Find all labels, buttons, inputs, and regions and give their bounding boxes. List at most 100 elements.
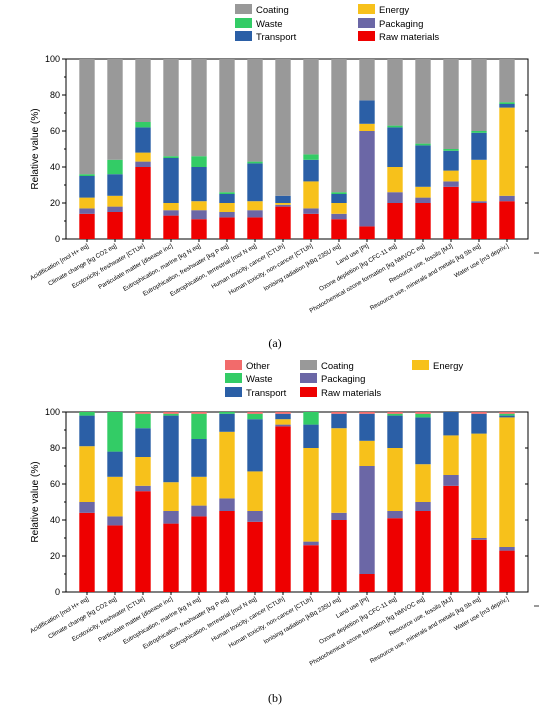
bar-segment-transport — [359, 100, 375, 124]
bar-segment-transport — [191, 167, 207, 202]
bar-segment-waste — [471, 131, 487, 133]
bar-segment-waste — [191, 156, 207, 167]
bar-segment-raw-materials — [443, 485, 459, 592]
bar-segment-transport — [331, 194, 347, 203]
bar-segment-waste — [303, 412, 319, 425]
bar-segment-transport — [135, 127, 151, 153]
bar-segment-transport — [499, 104, 515, 108]
bar-segment-packaging — [79, 502, 95, 513]
bar-segment-energy — [471, 159, 487, 202]
bar-segment-packaging — [79, 208, 95, 214]
bar-segment-other — [499, 412, 515, 414]
bar-segment-energy — [219, 431, 235, 499]
stacked-bar-chart-b: Other Coating Energy Waste Packaging Transpor… — [29, 360, 539, 705]
bar-segment-energy — [499, 417, 515, 547]
bar-segment-transport — [415, 145, 431, 187]
bar-segment-energy — [135, 457, 151, 486]
legend-swatch-energy — [412, 360, 429, 370]
bar-segment-coating — [471, 59, 487, 131]
bar-segment-transport — [191, 439, 207, 477]
bar-segment-raw-materials — [107, 212, 123, 239]
bar-segment-transport — [303, 159, 319, 182]
bar-segment-other — [275, 412, 291, 414]
bar-segment-other — [191, 412, 207, 414]
bar-segment-raw-materials — [79, 512, 95, 592]
bar-segment-coating — [303, 59, 319, 155]
y-tick-label: 20 — [50, 198, 60, 208]
bar-segment-coating — [359, 59, 375, 101]
bar-segment-waste — [387, 413, 403, 416]
bar-segment-transport — [163, 415, 179, 483]
bar-segment-energy — [415, 186, 431, 198]
bar-segment-energy — [247, 471, 263, 511]
bar-segment-packaging — [443, 181, 459, 187]
bar-segment-packaging — [247, 511, 263, 522]
bar-segment-raw-materials — [415, 511, 431, 592]
bar-segment-coating — [275, 59, 291, 196]
bar-segment-coating — [499, 59, 515, 103]
bar-segment-energy — [247, 201, 263, 211]
bar-segment-packaging — [359, 131, 375, 227]
bar-segment-packaging — [415, 197, 431, 203]
bar-segment-raw-materials — [331, 219, 347, 239]
bar-segment-raw-materials — [247, 217, 263, 239]
y-tick-label: 20 — [50, 551, 60, 561]
bar-segment-waste — [387, 125, 403, 128]
bar-segment-raw-materials — [387, 203, 403, 239]
bar-segment-other — [163, 412, 179, 414]
bar-segment-raw-materials — [275, 206, 291, 239]
legend-swatch-packaging — [358, 18, 375, 28]
legend-swatch-packaging — [300, 373, 317, 383]
legend-swatch-transport — [235, 31, 252, 41]
legend-swatch-raw-materials — [358, 31, 375, 41]
y-axis-title: Relative value (%) — [30, 461, 41, 542]
bar-segment-other — [471, 412, 487, 414]
bar-segment-waste — [163, 413, 179, 416]
bar-segment-energy — [471, 433, 487, 538]
y-tick-label: 100 — [45, 407, 60, 417]
bar-segment-coating — [79, 59, 95, 175]
bar-segment-packaging — [135, 161, 151, 167]
bar-segment-raw-materials — [135, 167, 151, 239]
bar-segment-raw-materials — [191, 219, 207, 239]
bar-segment-transport — [79, 415, 95, 447]
bar-segment-waste — [219, 192, 235, 194]
legend-label-other: Other — [246, 361, 270, 372]
bar-segment-waste — [163, 156, 179, 158]
legend-label-packaging: Packaging — [379, 19, 423, 30]
legend-swatch-other — [225, 360, 242, 370]
bar-segment-other — [415, 412, 431, 414]
bar-segment-transport — [443, 150, 459, 171]
bar-segment-waste — [331, 192, 347, 194]
bar-segment-transport — [415, 417, 431, 465]
bar-segment-energy — [415, 464, 431, 502]
legend-label-raw-materials: Raw materials — [379, 32, 439, 43]
bar-segment-raw-materials — [471, 539, 487, 592]
y-axis-title: Relative value (%) — [30, 108, 41, 189]
bar-segment-energy — [79, 446, 95, 502]
legend-swatch-transport — [225, 387, 242, 397]
bar-segment-raw-materials — [499, 201, 515, 239]
legend: Coating Waste Transport Energy Packaging Raw … — [235, 4, 439, 43]
bar-segment-energy — [387, 167, 403, 193]
bar-segment-waste — [415, 413, 431, 418]
bar-segment-packaging — [219, 498, 235, 511]
y-tick-label: 0 — [55, 587, 60, 597]
bar-segment-packaging — [359, 466, 375, 574]
bar-segment-waste — [107, 159, 123, 175]
bar-segment-energy — [499, 107, 515, 196]
bar-segment-transport — [247, 163, 263, 202]
bar-segment-energy — [443, 170, 459, 182]
bar-segment-waste — [191, 413, 207, 439]
bar-segment-packaging — [387, 192, 403, 203]
bar-segment-packaging — [331, 213, 347, 220]
bars — [79, 59, 515, 239]
bar-segment-packaging — [247, 210, 263, 218]
bar-segment-waste — [415, 143, 431, 146]
bar-segment-raw-materials — [443, 186, 459, 239]
bar-segment-raw-materials — [163, 215, 179, 239]
bar-segment-transport — [163, 158, 179, 203]
bar-segment-packaging — [275, 424, 291, 427]
bar-segment-energy — [163, 203, 179, 211]
bar-segment-waste — [79, 412, 95, 416]
